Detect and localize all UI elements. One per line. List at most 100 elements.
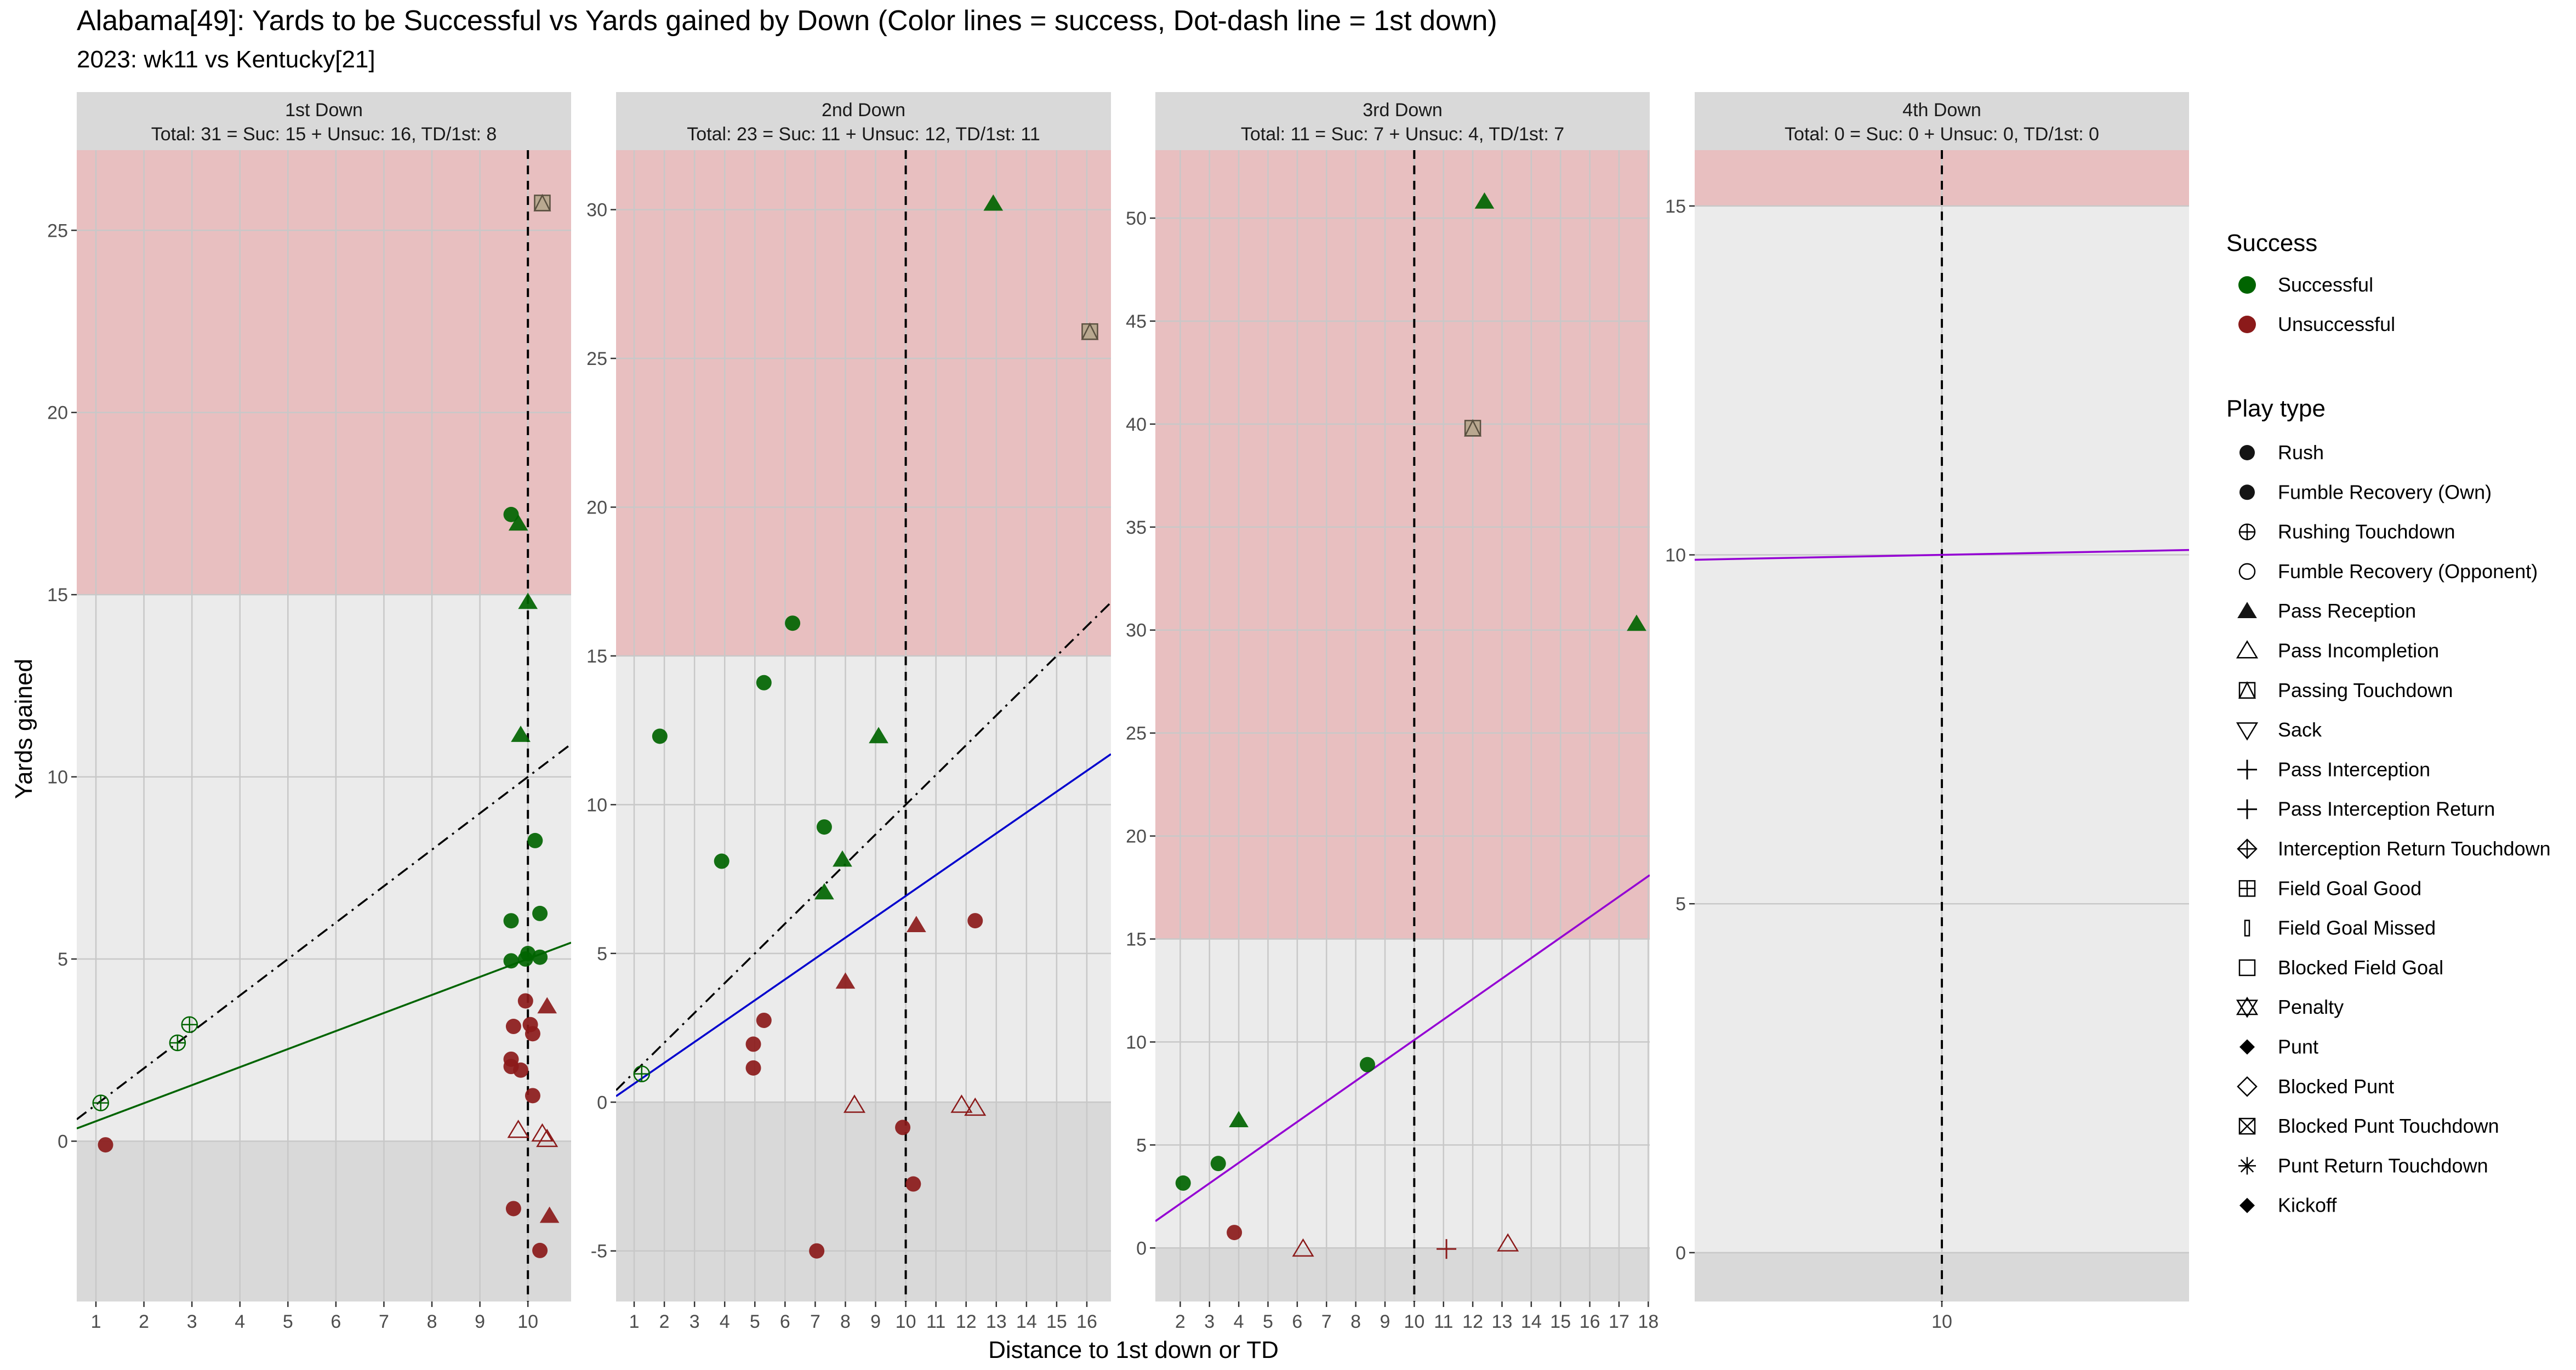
success-threshold-line: [1695, 549, 2189, 561]
y-tick-label: 0: [1675, 1243, 1686, 1264]
data-point: [513, 1062, 529, 1078]
legend-label: Blocked Punt: [2278, 1075, 2394, 1098]
star-of-david-icon: [2236, 996, 2259, 1018]
data-point: [1474, 192, 1495, 209]
y-tick-label: 25: [47, 220, 68, 241]
square-x-icon: [2238, 1117, 2256, 1135]
data-point: [505, 1019, 521, 1035]
x-tick-label: 1: [629, 1311, 640, 1332]
data-point: [905, 1176, 921, 1192]
negative-yards-band: [616, 1102, 1111, 1302]
chart-subtitle: 2023: wk11 vs Kentucky[21]: [77, 46, 375, 73]
legend-label: Punt: [2278, 1036, 2318, 1058]
x-tick-label: 10: [1931, 1311, 1952, 1332]
reference-lines: [1155, 150, 1650, 1302]
data-point: [745, 1060, 761, 1076]
x-tick-label: 5: [283, 1311, 293, 1332]
y-tick-label: 5: [1136, 1135, 1147, 1156]
x-tick-label: 9: [1380, 1311, 1390, 1332]
filled-triangle-icon: [2237, 602, 2257, 618]
x-tick-label: 7: [1321, 1311, 1332, 1332]
data-point: [1292, 1238, 1314, 1257]
legend-label: Pass Interception: [2278, 758, 2430, 780]
asterisk-icon: [2238, 1157, 2256, 1175]
legend-label: Fumble Recovery (Opponent): [2278, 560, 2538, 583]
success-zone-band: [77, 150, 571, 595]
legend-key-successful: [2238, 276, 2256, 294]
y-tick-label: 15: [586, 646, 607, 667]
facet-strip: [1695, 92, 2189, 150]
facet-strip-subtitle: Total: 11 = Suc: 7 + Unsuc: 4, TD/1st: 7: [1241, 124, 1564, 145]
facet-strip-title: 3rd Down: [1363, 100, 1443, 121]
y-tick-label: 10: [1665, 545, 1686, 566]
data-point: [895, 1120, 911, 1135]
legend-label: Unsuccessful: [2278, 313, 2395, 335]
facet-strip: [77, 92, 571, 150]
data-point: [816, 819, 832, 835]
x-tick-label: 4: [1234, 1311, 1244, 1332]
y-tick-label: 30: [586, 200, 607, 221]
open-triangle-icon: [2236, 640, 2259, 659]
x-tick-label: 3: [1204, 1311, 1215, 1332]
data-point: [505, 1201, 521, 1217]
x-tick-label: 8: [840, 1311, 851, 1332]
data-point: [527, 832, 543, 848]
x-tick-label: 12: [956, 1311, 977, 1332]
facet-panel-3: 3rd Down Total: 11 = Suc: 7 + Unsuc: 4, T…: [1126, 92, 1659, 1332]
legend-label: Blocked Punt Touchdown: [2278, 1115, 2499, 1137]
data-point: [983, 194, 1004, 211]
facet-strip-title: 2nd Down: [822, 100, 905, 121]
y-tick-label: 5: [1675, 894, 1686, 915]
circle-plus-icon: [2238, 523, 2256, 540]
data-point: [503, 506, 519, 522]
y-tick-label: 45: [1126, 311, 1147, 332]
legend-label: Blocked Field Goal: [2278, 956, 2443, 979]
success-threshold-line: [616, 753, 1111, 1097]
x-tick-label: 4: [235, 1311, 245, 1332]
x-tick-label: 12: [1462, 1311, 1483, 1332]
legend-label: Pass Reception: [2278, 600, 2416, 622]
data-point: [92, 1094, 110, 1111]
data-points: [1175, 192, 1646, 1259]
grid: [77, 150, 571, 1302]
reference-lines: [1695, 150, 2189, 1302]
legend-label: Passing Touchdown: [2278, 679, 2453, 701]
y-tick-label: 10: [1126, 1032, 1147, 1053]
facet-panels: 1st Down Total: 31 = Suc: 15 + Unsuc: 16,…: [47, 92, 2189, 1332]
data-point: [532, 905, 548, 921]
x-tick-label: 17: [1609, 1311, 1629, 1332]
legend-label: Field Goal Missed: [2278, 917, 2436, 939]
data-point: [532, 1242, 548, 1258]
data-points: [633, 194, 1099, 1259]
square-plus-icon: [2238, 880, 2256, 897]
data-point: [525, 1088, 540, 1104]
data-point: [814, 883, 834, 900]
data-point: [967, 913, 983, 929]
data-point: [1229, 1111, 1249, 1128]
x-tick-label: 11: [1434, 1311, 1453, 1332]
data-point: [503, 953, 519, 969]
plus-icon: [2237, 760, 2257, 780]
data-point: [833, 850, 852, 867]
data-point: [531, 1123, 554, 1142]
x-tick-label: 9: [475, 1311, 485, 1332]
data-point: [809, 1243, 825, 1259]
data-point: [539, 1206, 560, 1223]
plus-icon: [2237, 799, 2257, 819]
diamond-plus-icon: [2237, 838, 2258, 859]
x-tick-label: 10: [517, 1311, 538, 1332]
data-point: [1627, 614, 1646, 631]
x-tick-label: 6: [780, 1311, 790, 1332]
x-tick-label: 15: [1046, 1311, 1067, 1332]
data-point: [518, 592, 538, 609]
x-tick-label: 13: [986, 1311, 1007, 1332]
data-point: [835, 972, 856, 989]
y-tick-label: 35: [1126, 517, 1147, 538]
open-triangle-down-icon: [2236, 722, 2259, 741]
y-tick-label: 0: [58, 1131, 68, 1152]
data-point: [714, 853, 730, 869]
data-point: [169, 1034, 186, 1052]
x-tick-label: 16: [1580, 1311, 1600, 1332]
filled-circle-icon: [2239, 484, 2255, 500]
facet-strip-title: 1st Down: [285, 100, 363, 121]
